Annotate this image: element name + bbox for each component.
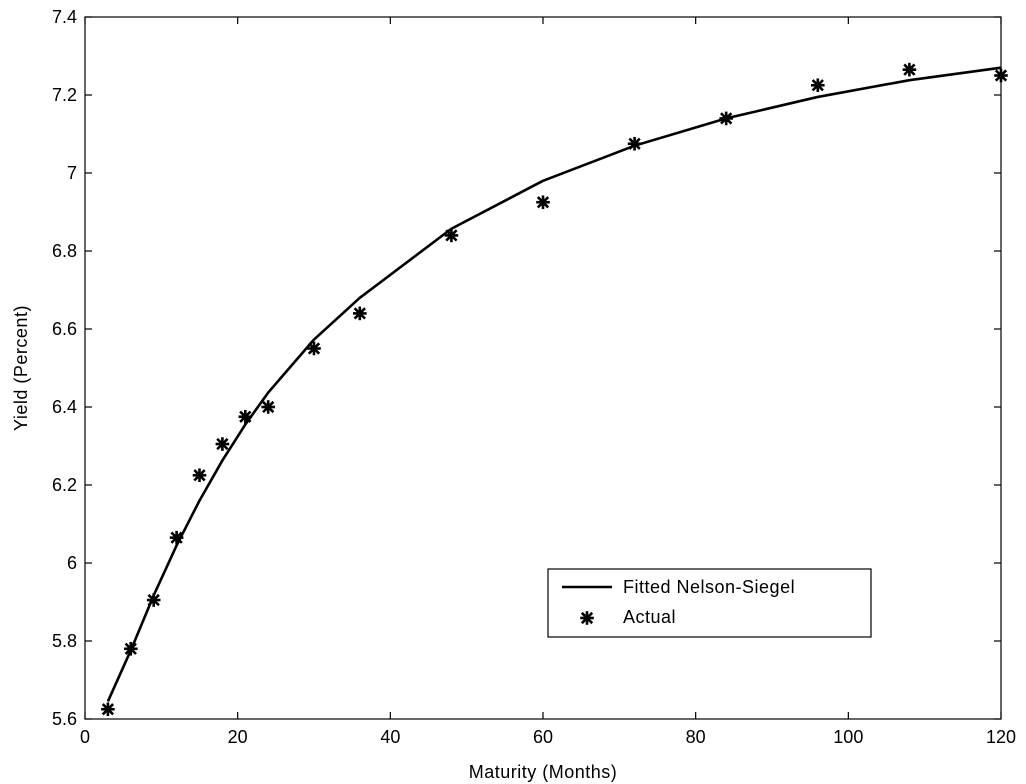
data-point-actual [902,62,917,77]
star-stroke [994,69,1008,82]
star-stroke [445,229,458,242]
star-stroke [536,196,550,209]
star-stroke [170,531,183,544]
y-tick-label: 6.8 [52,241,77,261]
star-stroke [101,703,115,716]
data-point-actual [810,78,825,93]
x-tick-label: 40 [380,727,400,747]
star-stroke [216,437,229,451]
data-point-actual [994,68,1008,83]
y-tick-label: 6.4 [52,397,77,417]
y-axis: 5.6 5.8 6 6.2 6.4 6.6 6.8 7 7.2 7.4 [52,7,1001,729]
plot-area: 0 20 40 60 80 100 120 5.6 5.8 6 6.2 6.4 6.6 6.8 7 7.2 7… [52,7,1016,747]
star-stroke [720,112,733,125]
x-axis: 0 20 40 60 80 100 120 [80,17,1016,747]
x-tick-label: 60 [533,727,553,747]
y-tick-label: 6 [67,553,77,573]
y-tick-label: 7 [67,163,77,183]
data-point-actual [627,136,642,151]
legend-star-swatch [580,611,594,625]
y-tick-label: 5.6 [52,709,77,729]
data-point-actual [307,341,321,356]
star-stroke [124,642,137,655]
x-tick-label: 0 [80,727,90,747]
star-stroke [307,342,321,355]
data-point-actual [719,111,734,126]
y-tick-label: 7.2 [52,85,77,105]
x-tick-label: 20 [228,727,248,747]
star-stroke [628,137,641,150]
data-point-actual [238,409,253,424]
data-point-actual [169,530,184,545]
legend-box [547,568,872,638]
legend-label-fitted: Fitted Nelson-Siegel [623,577,795,597]
data-point-actual [215,437,230,451]
data-point-actual [124,641,138,656]
star-stroke [193,469,206,482]
y-tick-label: 5.8 [52,631,77,651]
star-stroke [147,593,160,607]
star-stroke [262,400,275,414]
data-point-actual [192,468,207,483]
data-point-actual [146,593,161,607]
x-tick-label: 120 [986,727,1016,747]
x-tick-label: 100 [833,727,863,747]
legend-label-actual: Actual [623,607,676,627]
x-tick-label: 80 [686,727,706,747]
legend-star [580,611,594,625]
legend: Fitted Nelson-Siegel Actual [547,568,872,638]
star-stroke [239,410,252,423]
y-axis-title: Yield (Percent) [11,305,31,431]
data-point-actual [101,702,115,717]
y-tick-label: 6.6 [52,319,77,339]
y-tick-label: 7.4 [52,7,77,27]
data-point-actual [261,400,276,414]
series-actual-markers [101,62,1008,717]
star-stroke [811,79,824,92]
data-point-actual [352,306,367,321]
star-stroke [353,307,366,320]
star-stroke [580,611,594,625]
y-tick-label: 6.2 [52,475,77,495]
series-line-fitted-nelson-siegel [106,66,1002,702]
data-point-actual [444,228,459,243]
data-point-actual [536,195,550,210]
x-axis-title: Maturity (Months) [469,762,618,782]
star-stroke [903,63,916,76]
